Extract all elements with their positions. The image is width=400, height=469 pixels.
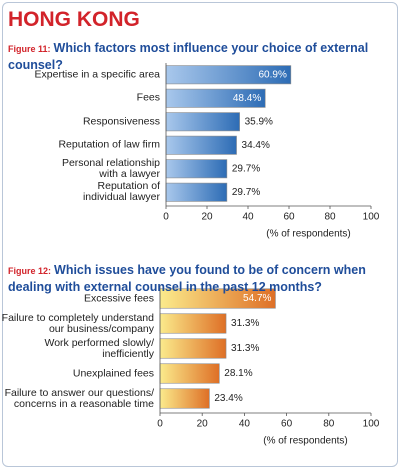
category-label: Expertise in a specific area: [34, 68, 160, 81]
category-label: Fees: [136, 91, 160, 104]
x-tick-label: 80: [324, 212, 336, 223]
value-label: 23.4%: [214, 393, 242, 404]
value-label: 31.3%: [231, 318, 259, 329]
category-label: Work performed slowly/ inefficiently: [44, 336, 154, 360]
value-label: 48.4%: [233, 93, 261, 104]
x-tick-label: 40: [239, 419, 251, 430]
x-tick-label: 80: [323, 419, 335, 430]
value-label: 54.7%: [243, 293, 271, 304]
value-label: 31.3%: [231, 343, 259, 354]
category-label: Failure to answer our questions/ concern…: [4, 386, 154, 410]
category-label: Reputation of individual lawyer: [82, 180, 160, 204]
x-tick-label: 20: [197, 419, 209, 430]
category-label: Excessive fees: [83, 292, 154, 304]
bar: [159, 363, 220, 384]
x-tick-label: 0: [163, 212, 169, 223]
x-tick-label: 100: [363, 212, 380, 223]
x-tick-label: 60: [283, 212, 295, 223]
x-tick-label: 100: [363, 419, 380, 430]
category-label: Reputation of law firm: [58, 138, 160, 151]
bar: [165, 112, 240, 132]
x-tick-label: 20: [201, 212, 213, 223]
header-title: HONG KONG: [8, 8, 140, 31]
x-tick-label: 0: [157, 419, 163, 430]
bar: [165, 159, 228, 179]
figure-label: Figure 11:: [8, 44, 51, 54]
value-label: 35.9%: [245, 116, 273, 127]
title-text: Which factors most influence your choice…: [8, 41, 369, 72]
figure-label: Figure 12:: [8, 266, 52, 276]
bar: [159, 313, 227, 334]
value-label: 28.1%: [224, 368, 252, 379]
x-axis-title: (% of respondents): [263, 436, 348, 447]
bar: [159, 338, 227, 359]
value-label: 29.7%: [232, 187, 260, 198]
category-label: Failure to completely understand our bus…: [1, 311, 154, 335]
value-label: 34.4%: [242, 140, 270, 151]
bar: [165, 182, 228, 202]
x-tick-label: 60: [281, 419, 293, 430]
value-label: 29.7%: [232, 163, 260, 174]
value-label: 60.9%: [258, 69, 286, 80]
category-label: Responsiveness: [82, 115, 160, 128]
bar: [159, 388, 210, 409]
chart-title: Figure 11: Which factors most influence y…: [8, 40, 392, 73]
x-tick-label: 40: [242, 212, 254, 223]
title-text: Which issues have you found to be of con…: [8, 263, 366, 294]
bar: [165, 135, 237, 155]
category-label: Unexplained fees: [72, 367, 154, 379]
x-axis-title: (% of respondents): [266, 229, 351, 240]
category-label: Personal relationship with a lawyer: [61, 156, 160, 180]
chart-title: Figure 12: Which issues have you found to…: [8, 262, 392, 295]
